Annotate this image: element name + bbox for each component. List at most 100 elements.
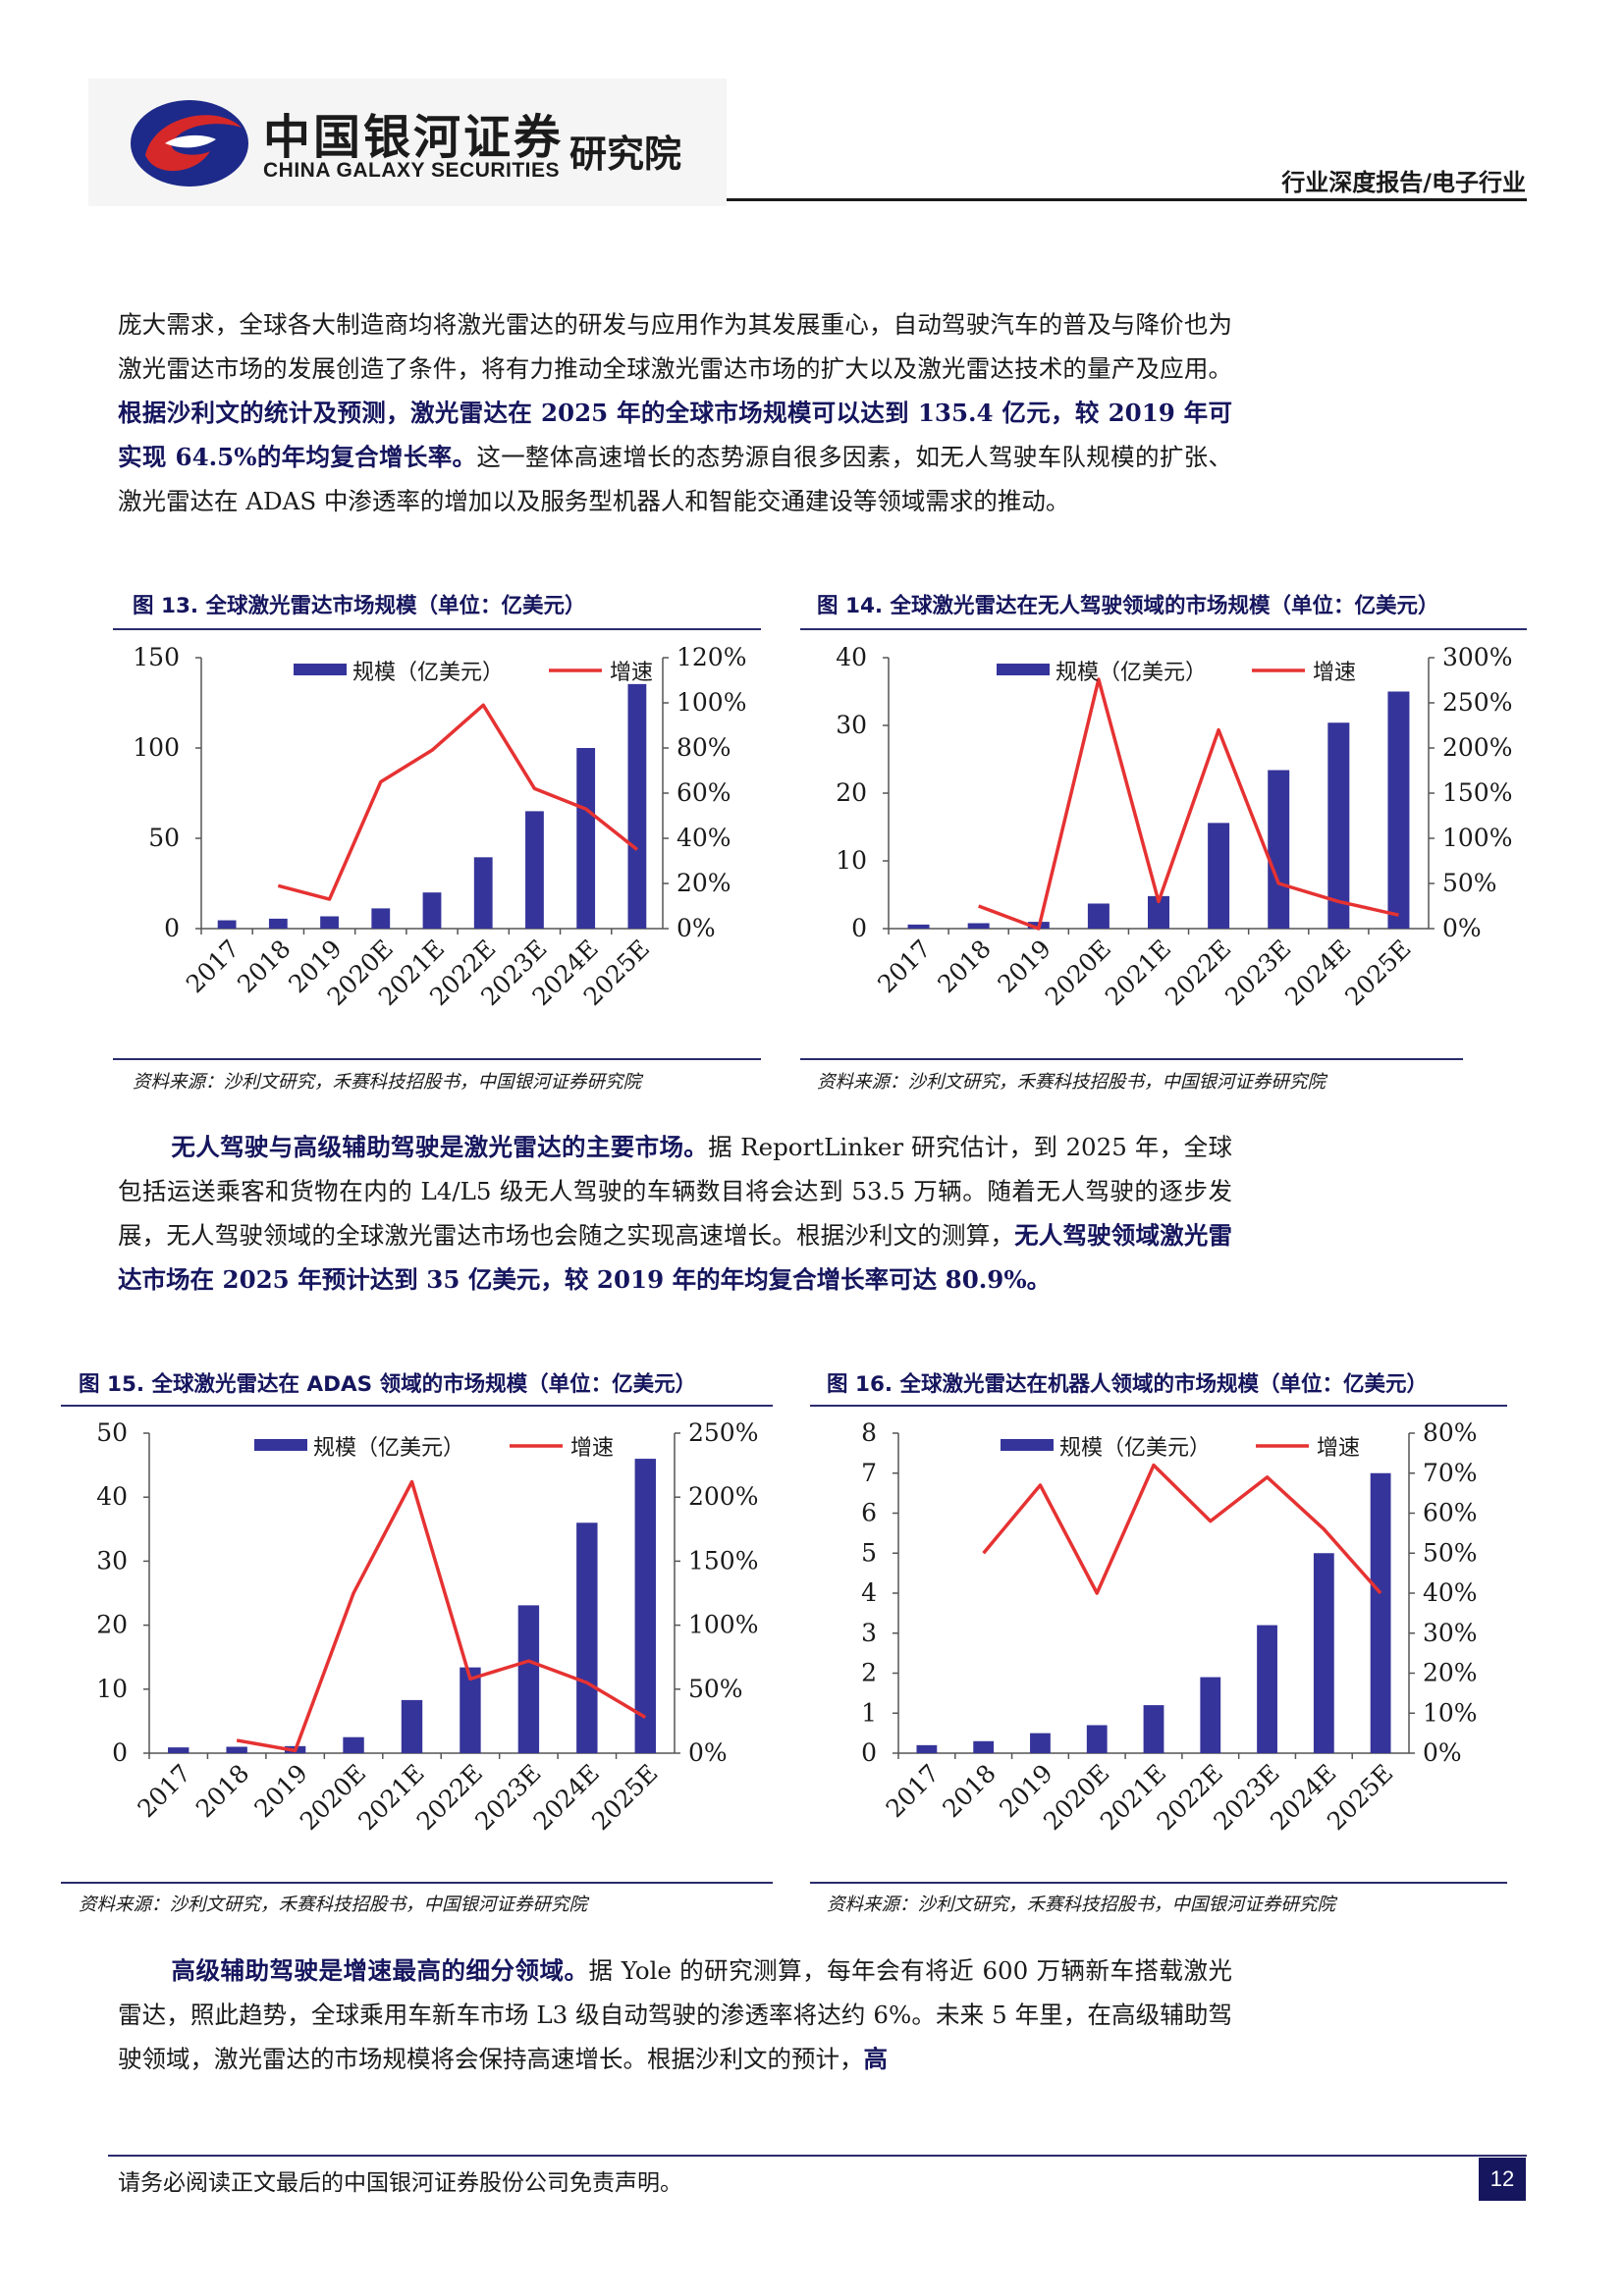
paragraph-text: 这一整体高速增长的态势源自很多因素，如无人驾驶车队规模的扩张、激光雷达在 ADA… [118, 443, 1232, 515]
y-tick-label-right: 150% [1442, 778, 1512, 807]
x-tick-label: 2018 [232, 934, 296, 998]
x-tick-label: 2017 [881, 1759, 945, 1823]
y-tick-label-left: 0 [112, 1738, 128, 1767]
legend-bar-swatch [1001, 1439, 1054, 1451]
bar [320, 916, 339, 929]
bar [576, 1522, 598, 1753]
y-tick-label-left: 40 [836, 643, 867, 671]
bar [268, 918, 288, 929]
y-tick-label-left: 150 [133, 643, 180, 671]
y-tick-label-left: 8 [861, 1418, 877, 1447]
bar [371, 908, 391, 929]
y-tick-label-left: 30 [96, 1546, 128, 1575]
logo-institute: 研究院 [569, 133, 682, 176]
growth-line [978, 677, 1399, 931]
y-tick-label-left: 50 [148, 824, 180, 852]
galaxy-logo-icon [131, 100, 248, 187]
y-tick-label-left: 0 [861, 1738, 877, 1767]
figure-16-source: 资料来源：沙利文研究，禾赛科技招股书，中国银河证券研究院 [827, 1895, 1336, 1915]
x-tick-label: 2025E [586, 1759, 663, 1836]
growth-line [982, 1463, 1382, 1595]
bar [907, 924, 930, 929]
figure-15-bottom-rule [61, 1882, 773, 1884]
paragraph-emphasis: 无人驾驶领域激光雷达市场在 2025 年预计达到 35 亿美元，较 2019 年… [118, 1221, 1232, 1294]
y-tick-label-left: 40 [96, 1482, 128, 1511]
bar [973, 1740, 995, 1753]
bar [1370, 1472, 1391, 1753]
y-tick-label-right: 60% [677, 778, 731, 807]
bar [627, 683, 647, 929]
y-tick-label-left: 30 [836, 711, 867, 739]
figure-13-chart: 0501001500%20%40%60%80%100%120%201720182… [133, 643, 746, 1011]
y-tick-label-right: 40% [1423, 1578, 1478, 1607]
y-tick-label-left: 4 [861, 1578, 877, 1607]
figure-14-source: 资料来源：沙利文研究，禾赛科技招股书，中国银河证券研究院 [817, 1072, 1326, 1093]
figure-16-chart: 0123456780%10%20%30%40%50%60%70%80%20172… [861, 1418, 1478, 1836]
logo-chinese-name: 中国银河证券 [263, 110, 565, 165]
y-tick-label-right: 0% [688, 1738, 728, 1767]
y-tick-label-right: 10% [1423, 1698, 1478, 1727]
figure-15-title: 图 15. 全球激光雷达在 ADAS 领域的市场规模（单位：亿美元） [79, 1372, 697, 1397]
y-tick-label-left: 3 [861, 1619, 877, 1647]
figure-15-top-rule [61, 1405, 773, 1407]
y-tick-label-right: 150% [688, 1546, 758, 1575]
x-tick-label: 2022E [411, 1759, 488, 1836]
bar [1087, 903, 1110, 929]
x-tick-label: 2025E [1339, 934, 1416, 1011]
legend-bar-label: 规模（亿美元） [1056, 661, 1207, 685]
y-tick-label-right: 70% [1423, 1459, 1478, 1487]
x-tick-label: 2024E [1279, 934, 1356, 1011]
x-tick-label: 2024E [528, 1759, 605, 1836]
x-tick-label: 2020E [295, 1759, 371, 1836]
y-tick-label-left: 10 [836, 846, 867, 875]
x-tick-label: 2017 [132, 1759, 195, 1823]
bar [525, 811, 544, 929]
figure-14-chart: 0102030400%50%100%150%200%250%300%201720… [836, 643, 1512, 1011]
bar [1030, 1733, 1051, 1753]
y-tick-label-right: 0% [677, 914, 716, 942]
y-tick-label-right: 200% [1442, 733, 1512, 762]
figure-14-bottom-rule [800, 1058, 1463, 1060]
y-tick-label-right: 250% [1442, 688, 1512, 717]
y-tick-label-right: 20% [677, 869, 731, 897]
x-tick-label: 2017 [872, 934, 936, 998]
y-tick-label-right: 50% [688, 1675, 743, 1703]
figure-13-source: 资料来源：沙利文研究，禾赛科技招股书，中国银河证券研究院 [133, 1072, 642, 1093]
y-tick-label-left: 7 [861, 1459, 877, 1487]
paragraph-emphasis: 根据沙利文的统计及预测，激光雷达在 2025 年的全球市场规模可以达到 135.… [118, 399, 1232, 471]
bar [460, 1667, 481, 1753]
y-tick-label-right: 100% [677, 688, 746, 717]
paragraph-text: 据 Yole 的研究测算，每年会有将近 600 万辆新车搭载激光雷达，照此趋势，… [118, 1956, 1232, 2073]
x-tick-label: 2021E [352, 1759, 429, 1836]
bar [1208, 823, 1230, 929]
legend-bar-swatch [294, 664, 347, 675]
logo-english-name: CHINA GALAXY SECURITIES [263, 159, 561, 182]
bar [1257, 1625, 1277, 1753]
y-tick-label-right: 40% [677, 824, 731, 852]
figure-13-bottom-rule [113, 1058, 761, 1060]
figure-14-title: 图 14. 全球激光雷达在无人驾驶领域的市场规模（单位：亿美元） [817, 594, 1439, 618]
growth-line [236, 1479, 647, 1753]
bar [1148, 895, 1169, 929]
y-tick-label-left: 20 [96, 1611, 128, 1639]
legend-line-label: 增速 [1313, 661, 1356, 685]
y-tick-label-right: 250% [688, 1418, 758, 1447]
y-tick-label-left: 6 [861, 1499, 877, 1527]
legend-bar-swatch [997, 664, 1050, 675]
y-tick-label-left: 5 [861, 1538, 877, 1567]
bar [1143, 1705, 1164, 1753]
y-tick-label-right: 50% [1442, 869, 1497, 897]
x-tick-label: 2023E [1219, 934, 1296, 1011]
y-tick-label-right: 80% [1423, 1418, 1478, 1447]
y-tick-label-right: 200% [688, 1482, 758, 1511]
footer-divider [108, 2155, 1527, 2157]
bar [343, 1736, 364, 1753]
bar [473, 857, 493, 929]
bar [168, 1747, 189, 1753]
y-tick-label-right: 100% [688, 1611, 758, 1639]
legend-bar-label: 规模（亿美元） [1059, 1436, 1211, 1461]
paragraph-text: 据 ReportLinker 研究估计，到 2025 年，全球包括运送乘客和货物… [118, 1133, 1232, 1250]
legend-line-label: 增速 [1317, 1436, 1360, 1461]
y-tick-label-left: 0 [164, 914, 180, 942]
figure-15-chart: 0 10 20 30 40 50 0% 50% 100% 150% 200% 250% 20172018… [96, 1418, 758, 1836]
